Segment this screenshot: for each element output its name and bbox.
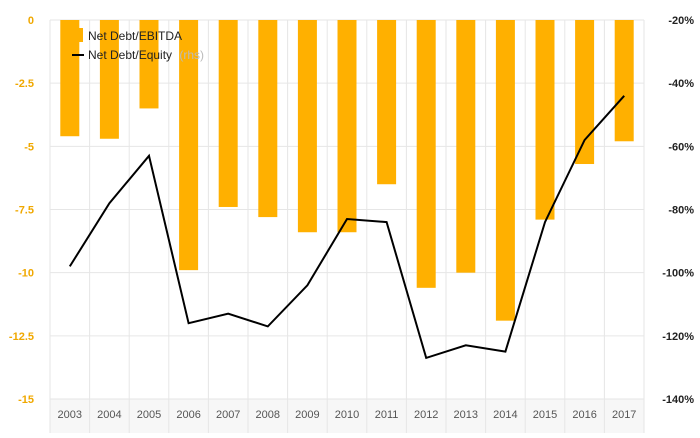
bar-2011 [377, 20, 397, 185]
x-tick-label: 2008 [256, 409, 280, 421]
left-tick-label: 0 [28, 15, 34, 27]
x-tick-label: 2007 [216, 409, 240, 421]
x-tick-label: 2015 [533, 409, 557, 421]
legend-label-bars: Net Debt/EBITDA [88, 29, 182, 43]
bar-2013 [456, 20, 476, 273]
bar-2014 [495, 20, 515, 321]
legend-label-line-suffix: (rhs) [179, 48, 204, 62]
left-tick-label: -2.5 [15, 78, 34, 90]
right-tick-label: -80% [668, 205, 694, 217]
bar-2015 [535, 20, 555, 220]
grid-lines [49, 19, 645, 433]
x-tick-label: 2009 [295, 409, 319, 421]
x-axis: 2003 2004 2005 2006 2007 2008 2009 2010 2011 2012… [58, 409, 637, 421]
right-tick-label: -140% [662, 394, 694, 406]
right-tick-label: -120% [662, 331, 694, 343]
left-tick-label: -10 [18, 268, 34, 280]
bar-2012 [416, 20, 436, 288]
right-tick-label: -40% [668, 78, 694, 90]
left-tick-label: -12.5 [9, 331, 34, 343]
left-tick-label: -7.5 [15, 205, 34, 217]
bar-2004 [99, 20, 119, 139]
right-tick-label: -20% [668, 15, 694, 27]
left-tick-label: -5 [24, 141, 34, 153]
x-axis-band [50, 399, 644, 433]
right-tick-label: -100% [662, 268, 694, 280]
right-axis: -20% -40% -60% -80% -100% -120% -140% [662, 15, 694, 406]
bar-2017 [614, 20, 634, 142]
bar-2006 [179, 20, 199, 271]
x-tick-label: 2003 [58, 409, 82, 421]
legend-label-line-name: Net Debt/Equity [88, 48, 172, 62]
x-tick-label: 2017 [612, 409, 636, 421]
x-tick-label: 2012 [414, 409, 438, 421]
line-series [68, 95, 625, 360]
legend: Net Debt/EBITDA Net Debt/Equity (rhs) [72, 28, 204, 62]
bar-2005 [139, 20, 159, 109]
x-tick-label: 2004 [97, 409, 121, 421]
bar-2016 [575, 20, 595, 165]
x-tick-label: 2005 [137, 409, 161, 421]
left-tick-label: -15 [18, 394, 34, 406]
x-tick-label: 2013 [454, 409, 478, 421]
x-tick-label: 2016 [572, 409, 596, 421]
bar-icon [76, 28, 83, 42]
bar-2008 [258, 20, 278, 218]
x-tick-label: 2011 [375, 409, 399, 421]
legend-label-line: Net Debt/Equity (rhs) [88, 48, 204, 62]
bar-2003 [60, 20, 80, 137]
x-tick-label: 2006 [176, 409, 200, 421]
bar-series [60, 20, 634, 321]
bar-2010 [337, 20, 357, 233]
x-tick-label: 2010 [335, 409, 359, 421]
bar-2007 [218, 20, 238, 207]
x-tick-label: 2014 [493, 409, 517, 421]
left-axis: 0 -2.5 -5 -7.5 -10 -12.5 -15 [9, 15, 34, 406]
bar-2009 [297, 20, 317, 233]
right-tick-label: -60% [668, 141, 694, 153]
